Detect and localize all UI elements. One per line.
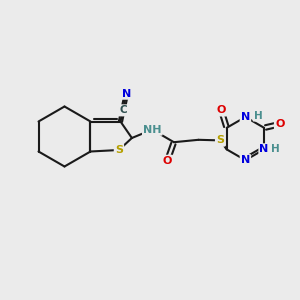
Text: N: N [241,155,250,165]
Text: N: N [241,112,250,122]
Text: S: S [115,145,123,155]
Text: O: O [217,105,226,116]
Text: N: N [260,144,269,154]
Text: S: S [216,135,224,146]
Text: C: C [119,105,127,115]
Text: NH: NH [143,124,161,135]
Text: N: N [122,88,131,99]
Text: O: O [163,156,172,166]
Text: H: H [254,110,262,121]
Text: S: S [115,145,123,155]
Text: H: H [271,144,280,154]
Text: S: S [216,135,224,146]
Text: O: O [275,119,284,129]
